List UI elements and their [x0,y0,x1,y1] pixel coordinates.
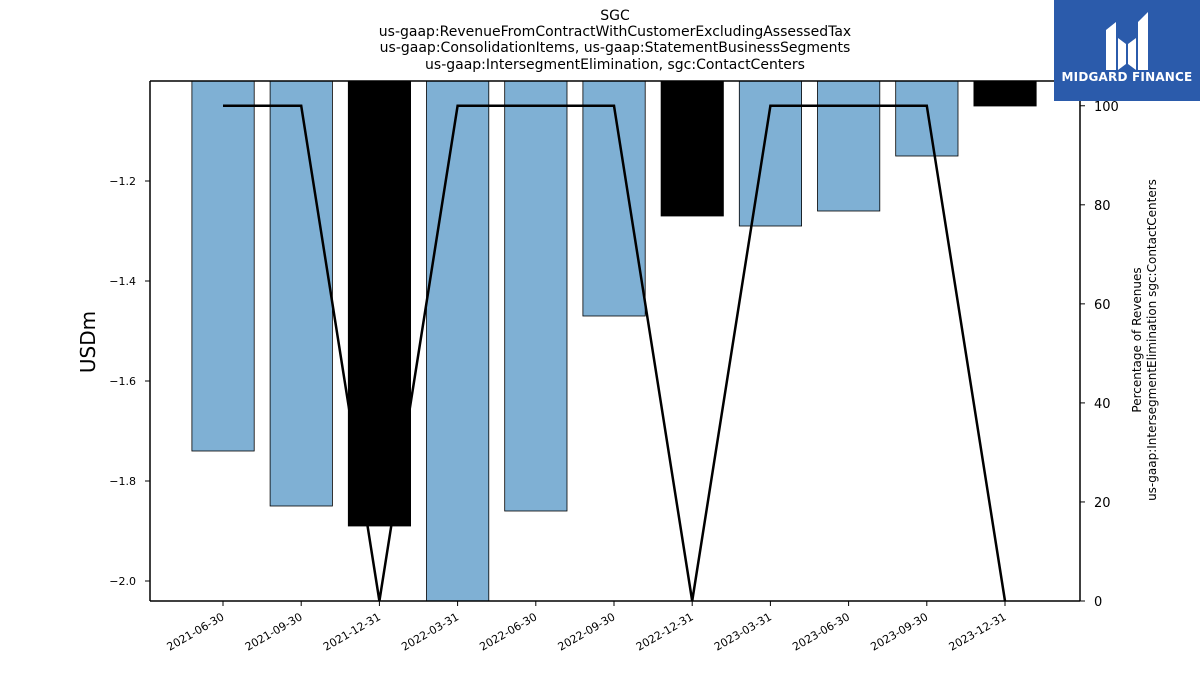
chart-title-line-3: us-gaap:ConsolidationItems, us-gaap:Stat… [380,40,851,56]
x-tick-label: 2022-06-30 [477,610,539,653]
x-tick-label: 2021-09-30 [243,610,305,653]
y-axis-right-ticks: 0 20 40 60 80 100 [1080,100,1119,610]
midgard-finance-logo: MIDGARD FINANCE [1054,0,1200,101]
bar-2021-06-30 [191,80,255,452]
bar-series [191,80,1037,602]
logo-text: MIDGARD FINANCE [1061,70,1193,84]
y-tick-label: −2.0 [109,575,136,588]
bar-2023-12-31 [973,80,1037,107]
y2-tick-label: 20 [1094,496,1111,511]
y-tick-label: −1.6 [109,375,136,388]
y-axis-right-label-line-1: Percentage of Revenues [1130,267,1144,412]
bar-2023-06-30 [817,80,881,212]
chart-title-line-1: SGC [600,8,630,24]
y2-tick-label: 100 [1094,100,1119,115]
x-tick-label: 2022-12-31 [634,610,696,653]
y2-tick-label: 40 [1094,397,1111,412]
y2-tick-label: 80 [1094,199,1111,214]
y-tick-label: −1.2 [109,175,136,188]
y-tick-label: −1.8 [109,475,136,488]
x-tick-label: 2021-06-30 [165,610,227,653]
percentage-line [223,104,1007,602]
bar-2022-12-31 [660,80,724,217]
x-axis-ticks: 2021-06-30 2021-09-30 2021-12-31 2022-03-31… [165,601,1009,654]
chart-title: SGC us-gaap:RevenueFromContractWithCusto… [379,8,851,73]
bar-2021-09-30 [269,80,333,507]
bar-2022-06-30 [504,80,568,512]
y2-tick-label: 60 [1094,298,1111,313]
logo-mark-icon [1106,12,1148,70]
x-tick-label: 2023-06-30 [790,610,852,653]
x-tick-label: 2023-03-31 [712,610,774,653]
chart-title-line-4: us-gaap:IntersegmentElimination, sgc:Con… [425,57,805,73]
line-series [223,104,1007,602]
y-axis-right-label-line-2: us-gaap:IntersegmentElimination sgc:Cont… [1145,179,1159,501]
y-axis-left-ticks: −1.2 −1.4 −1.6 −1.8 −2.0 [109,175,150,588]
y-axis-left-label: USDm [76,311,100,373]
chart-title-line-2: us-gaap:RevenueFromContractWithCustomerE… [379,24,851,40]
axes [149,80,1081,602]
x-tick-label: 2022-09-30 [556,610,618,653]
x-tick-label: 2023-09-30 [868,610,930,653]
bar-2022-03-31 [426,80,490,602]
x-tick-label: 2022-03-31 [399,610,461,653]
bar-2023-09-30 [895,80,959,157]
y2-tick-label: 0 [1094,595,1102,610]
bar-2023-03-31 [738,80,802,227]
y-tick-label: −1.4 [109,275,136,288]
x-tick-label: 2021-12-31 [321,610,383,653]
bar-2021-12-31 [347,80,411,527]
bar-2022-09-30 [582,80,646,317]
x-tick-label: 2023-12-31 [947,610,1009,653]
